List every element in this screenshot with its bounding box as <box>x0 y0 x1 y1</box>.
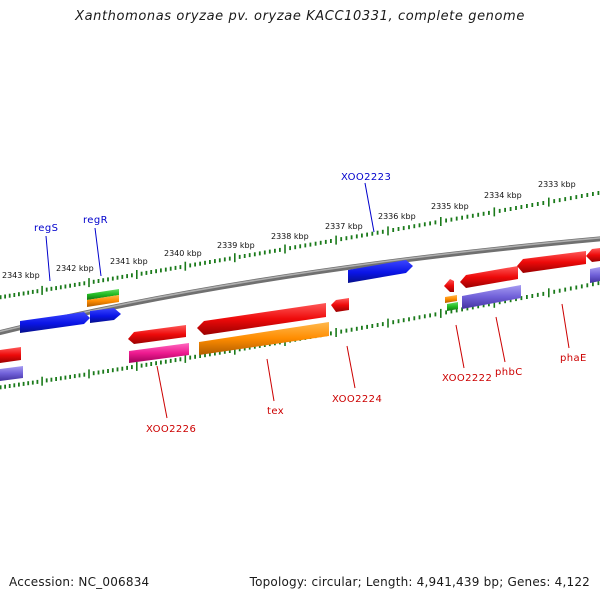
gene-label-XOO2223[interactable]: XOO2223 <box>341 172 391 183</box>
gene-forward-blue[interactable] <box>90 308 121 323</box>
gene-block-pink[interactable] <box>129 343 189 363</box>
gene-label-XOO2222[interactable]: XOO2222 <box>442 373 492 384</box>
accession-info: Accession: NC_006834 <box>9 575 150 589</box>
scale-label: 2339 kbp <box>217 241 255 250</box>
gene-block-green[interactable] <box>447 302 458 311</box>
gene-reverse-red[interactable] <box>460 266 518 288</box>
gene-leader-line <box>346 345 356 389</box>
gene-block-orange[interactable] <box>199 322 329 355</box>
gene-leader-line <box>364 182 375 233</box>
gene-block-green[interactable] <box>87 289 119 300</box>
gene-leader-line <box>94 227 102 277</box>
gene-reverse-red[interactable] <box>197 303 326 335</box>
scale-label: 2342 kbp <box>56 264 94 273</box>
gene-leader-line <box>266 358 275 402</box>
gene-reverse-red-small[interactable] <box>444 279 454 292</box>
gene-block-orange[interactable] <box>87 295 119 307</box>
gene-leader-line <box>455 324 465 369</box>
scale-label: 2341 kbp <box>110 257 148 266</box>
scale-label: 2333 kbp <box>538 180 576 189</box>
gene-label-regS[interactable]: regS <box>34 223 58 234</box>
gene-label-XOO2224[interactable]: XOO2224 <box>332 394 382 405</box>
scale-label: 2336 kbp <box>378 212 416 221</box>
scale-label: 2335 kbp <box>431 202 469 211</box>
gene-block-purple[interactable] <box>0 366 23 381</box>
scale-label: 2334 kbp <box>484 191 522 200</box>
gene-block-orange[interactable] <box>445 295 457 303</box>
gene-leader-line <box>45 235 51 282</box>
scale-track-upper <box>0 191 600 300</box>
gene-reverse-red[interactable] <box>517 251 586 273</box>
gene-label-phbC[interactable]: phbC <box>495 367 523 378</box>
genome-summary: Topology: circular; Length: 4,941,439 bp… <box>249 575 590 589</box>
gene-leader-line <box>561 303 570 349</box>
scale-label: 2337 kbp <box>325 222 363 231</box>
genome-title: Xanthomonas oryzae pv. oryzae KACC10331,… <box>75 9 525 24</box>
gene-label-regR[interactable]: regR <box>83 215 108 226</box>
gene-reverse-red[interactable] <box>586 248 600 262</box>
gene-reverse-red[interactable] <box>0 347 21 363</box>
gene-leader-line <box>495 316 506 363</box>
gene-label-phaE[interactable]: phaE <box>560 353 587 364</box>
gene-block-purple[interactable] <box>462 285 521 309</box>
gene-reverse-red[interactable] <box>128 325 186 344</box>
gene-label-XOO2226[interactable]: XOO2226 <box>146 424 196 435</box>
gene-block-purple[interactable] <box>590 267 600 283</box>
gene-leader-line <box>156 365 168 419</box>
scale-label: 2340 kbp <box>164 249 202 258</box>
gene-forward-blue[interactable] <box>20 312 90 333</box>
gene-forward-blue[interactable] <box>348 260 413 283</box>
gene-label-tex[interactable]: tex <box>267 406 284 417</box>
scale-label: 2343 kbp <box>2 271 40 280</box>
gene-reverse-red[interactable] <box>331 298 349 312</box>
scale-label: 2338 kbp <box>271 232 309 241</box>
